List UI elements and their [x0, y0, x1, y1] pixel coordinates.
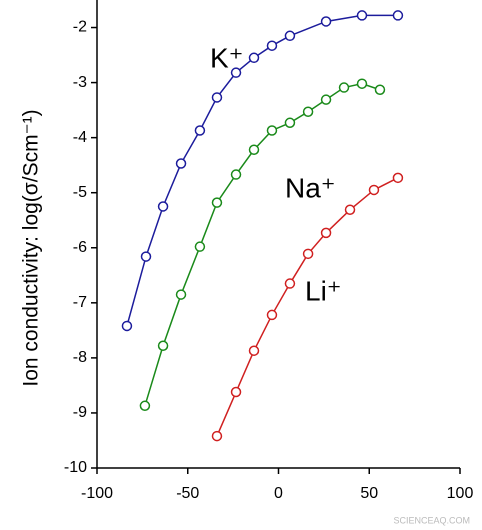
- x-tick-label: 50: [360, 485, 378, 502]
- y-tick-label: -7: [73, 294, 87, 311]
- series-label: Na⁺: [285, 172, 336, 203]
- data-point: [374, 84, 386, 95]
- data-point: [344, 204, 356, 216]
- x-tick-label: 0: [274, 485, 283, 502]
- series-line: [216, 177, 399, 437]
- y-axis-title: Ion conductivity: log(σ/Scm⁻¹): [20, 109, 43, 386]
- data-point: [356, 10, 368, 21]
- data-point: [302, 248, 314, 260]
- data-point: [266, 125, 278, 136]
- y-tick-label: -2: [73, 19, 87, 36]
- series-line: [144, 82, 381, 407]
- data-point: [266, 309, 278, 321]
- x-tick-label: 100: [447, 485, 474, 502]
- data-point: [157, 340, 169, 352]
- data-point: [211, 197, 223, 208]
- y-tick-label: -6: [73, 239, 87, 256]
- series-label: K⁺: [210, 42, 243, 73]
- x-tick-label: -100: [81, 485, 113, 502]
- data-point: [320, 227, 332, 239]
- data-point: [211, 430, 223, 442]
- data-point: [284, 278, 296, 289]
- data-point: [266, 40, 278, 51]
- data-point: [230, 67, 242, 78]
- y-tick-label: -4: [73, 129, 87, 146]
- data-point: [284, 117, 296, 129]
- data-point: [121, 320, 133, 332]
- series-line: [126, 14, 398, 327]
- data-point: [211, 92, 223, 103]
- y-tick-label: -8: [73, 349, 87, 366]
- data-point: [338, 82, 350, 93]
- data-point: [194, 125, 206, 136]
- data-point: [368, 184, 380, 196]
- data-point: [356, 78, 368, 89]
- y-tick-label: -5: [73, 184, 87, 201]
- data-point: [175, 289, 187, 300]
- y-tick-label: -9: [73, 404, 87, 421]
- data-point: [230, 169, 242, 180]
- data-point: [139, 400, 151, 412]
- data-point: [230, 386, 242, 398]
- data-point: [320, 94, 332, 105]
- series-label: Li⁺: [305, 275, 342, 306]
- data-point: [248, 345, 260, 356]
- data-point: [392, 172, 404, 184]
- data-point: [248, 52, 260, 64]
- data-point: [392, 10, 404, 21]
- data-point: [157, 201, 169, 212]
- y-tick-label: -3: [73, 74, 87, 91]
- data-point: [284, 30, 296, 42]
- data-point: [140, 251, 152, 262]
- y-tick-label: -10: [64, 459, 87, 476]
- x-tick-label: -50: [176, 485, 199, 502]
- data-point: [175, 158, 187, 169]
- watermark: SCIENCEAQ.COM: [393, 515, 470, 525]
- data-point: [320, 16, 332, 27]
- data-point: [248, 144, 260, 156]
- data-point: [302, 106, 314, 118]
- data-point: [194, 241, 206, 252]
